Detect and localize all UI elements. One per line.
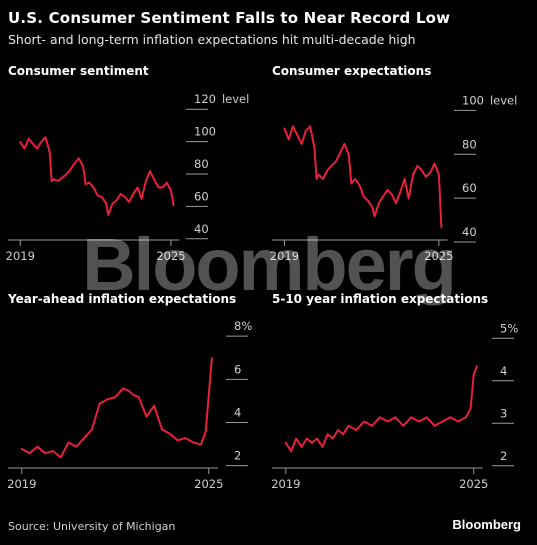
y-tick-label: 80 xyxy=(194,157,209,171)
series-line xyxy=(283,125,443,229)
y-tick-label: 120 level xyxy=(194,92,249,106)
bloomberg-logo: Bloomberg xyxy=(452,517,521,532)
x-tick-label: 2019 xyxy=(270,249,299,263)
x-tick-label: 2019 xyxy=(7,477,36,491)
unit-label: level xyxy=(490,93,517,107)
panel-title: Consumer expectations xyxy=(272,64,432,78)
panel-consumer-expectations: Consumer expectations 2019 2025 40 60 80 100 l… xyxy=(270,64,534,270)
chart-subtitle: Short- and long-term inflation expectati… xyxy=(8,32,416,47)
y-tick-label: 60 xyxy=(462,181,477,195)
source-note: Source: University of Michigan xyxy=(8,520,176,533)
unit-label: level xyxy=(222,92,249,106)
x-tick-label: 2025 xyxy=(156,249,185,263)
y-tick-label: 3 xyxy=(500,406,507,420)
panel-title: 5-10 year inflation expectations xyxy=(272,292,489,306)
plot-consumer-sentiment: 2019 2025 40 60 80 100 120 level xyxy=(6,92,250,263)
plot-year-ahead-inflation: 2019 2025 2 4 6 8% xyxy=(7,319,252,491)
y-tick-label: 4 xyxy=(234,406,241,420)
y-tick-label: 100 xyxy=(194,125,216,139)
panel-year-ahead-inflation: Year-ahead inflation expectations 2019 20… xyxy=(7,292,268,498)
x-tick-label: 2025 xyxy=(459,477,488,491)
y-tick-label: 5% xyxy=(500,321,518,335)
panel-title: Consumer sentiment xyxy=(8,64,149,78)
series-line xyxy=(20,357,213,459)
plot-5-10-year-inflation: 2019 2025 2 3 4 5% xyxy=(271,321,518,491)
x-tick-label: 2025 xyxy=(424,249,453,263)
y-tick-label: 100 level xyxy=(462,93,517,107)
x-tick-label: 2019 xyxy=(271,477,300,491)
y-tick-label: 40 xyxy=(194,222,209,236)
y-tick-label: 40 xyxy=(462,225,477,239)
panel-consumer-sentiment: Consumer sentiment 2019 2025 40 60 80 100 120 l… xyxy=(6,64,268,270)
chart-title: U.S. Consumer Sentiment Falls to Near Re… xyxy=(8,9,451,27)
x-tick-label: 2025 xyxy=(194,477,223,491)
panel-title: Year-ahead inflation expectations xyxy=(8,292,237,306)
series-line xyxy=(19,136,175,216)
y-tick-label: 6 xyxy=(234,362,241,376)
series-line xyxy=(284,365,478,453)
x-tick-label: 2019 xyxy=(6,249,35,263)
panel-5-10-year-inflation: 5-10 year inflation expectations 2019 202… xyxy=(271,292,534,498)
y-tick-label: 8% xyxy=(234,319,252,333)
y-tick-label: 80 xyxy=(462,137,477,151)
y-tick-label: 60 xyxy=(194,189,209,203)
y-tick-label: 2 xyxy=(500,449,507,463)
y-tick-label: 2 xyxy=(234,449,241,463)
y-tick-label: 4 xyxy=(500,364,507,378)
plot-consumer-expectations: 2019 2025 40 60 80 100 level xyxy=(270,93,518,263)
